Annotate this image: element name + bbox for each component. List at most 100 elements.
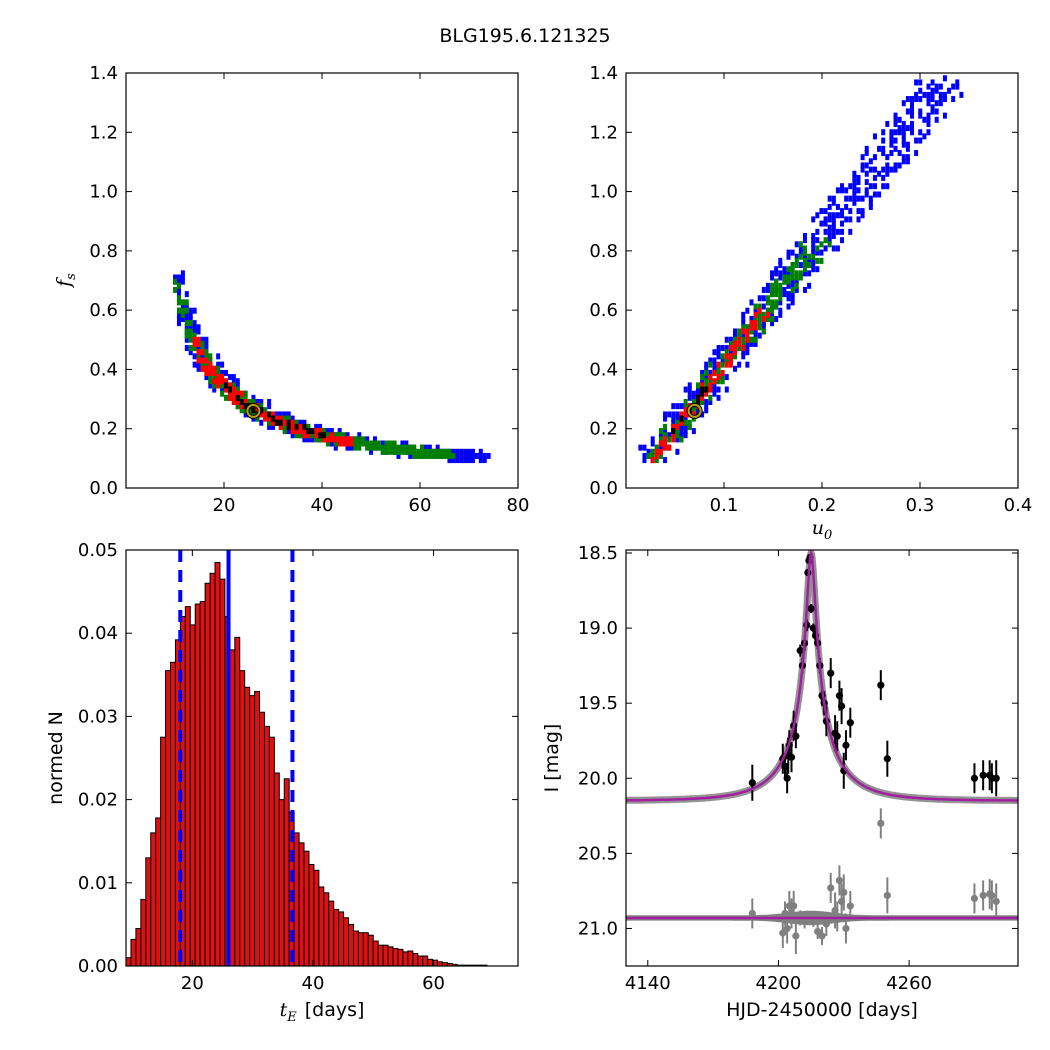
red-cell — [208, 365, 213, 372]
red-cell — [341, 436, 346, 443]
blue-cell — [650, 436, 655, 443]
blue-cell — [951, 96, 956, 103]
green-cell — [388, 448, 393, 455]
blue-cell — [885, 183, 890, 190]
residual-point — [822, 920, 830, 928]
blue-cell — [877, 170, 882, 177]
blue-cell — [478, 452, 483, 459]
green-cell — [733, 353, 738, 360]
blue-cell — [930, 108, 935, 115]
y-tick-label: 0.05 — [78, 540, 118, 561]
histogram-bar — [165, 670, 172, 967]
y-tick-label: 21.0 — [578, 918, 618, 939]
blue-cell — [807, 282, 812, 289]
green-cell — [353, 444, 358, 451]
blue-cell — [852, 183, 857, 190]
y-tick-label: 1.4 — [589, 63, 618, 84]
blue-cell — [761, 303, 766, 310]
blue-cell — [893, 129, 898, 136]
red-cell — [220, 378, 225, 385]
blue-cell — [926, 96, 931, 103]
histogram-bar — [263, 725, 270, 967]
green-cell — [757, 303, 762, 310]
residual-point — [827, 884, 835, 892]
red-cell — [765, 311, 770, 318]
blue-cell — [467, 448, 472, 455]
green-cell — [823, 237, 828, 244]
x-tick-label: 4200 — [756, 973, 802, 994]
blue-cell — [782, 270, 787, 277]
blue-cell — [835, 203, 840, 210]
blue-cell — [642, 452, 647, 459]
blue-cell — [231, 374, 236, 381]
blue-cell — [749, 299, 754, 306]
blue-cell — [905, 158, 910, 165]
blue-cell — [864, 170, 869, 177]
residual-point — [790, 902, 798, 910]
blue-cell — [180, 274, 185, 281]
red-cell — [733, 340, 738, 347]
blue-cell — [840, 187, 845, 194]
blue-cell — [427, 444, 432, 451]
y-axis-label-sub: s — [64, 273, 79, 280]
green-cell — [675, 432, 680, 439]
green-cell — [396, 444, 401, 451]
red-cell — [708, 386, 713, 393]
y-tick-label: 19.5 — [578, 693, 618, 714]
blue-cell — [220, 386, 225, 393]
green-cell — [204, 353, 209, 360]
red-cell — [745, 328, 750, 335]
green-cell — [753, 316, 758, 322]
blue-cell — [716, 386, 721, 393]
red-cell — [671, 436, 676, 443]
blue-cell — [770, 311, 775, 318]
histogram-bar — [352, 930, 359, 967]
y-tick-label: 0.03 — [78, 706, 118, 727]
green-cell — [667, 436, 672, 443]
blue-cell — [802, 270, 807, 277]
blue-cell — [827, 203, 832, 210]
blue-cell — [482, 457, 487, 464]
blue-cell — [860, 208, 865, 215]
red-cell — [337, 436, 342, 443]
green-cell — [811, 253, 816, 260]
blue-cell — [811, 233, 816, 239]
blue-cell — [835, 228, 840, 235]
lightcurve-panel: 4140 4200 4260 18.5 19.0 19.5 20.0 20.5 21.0 I [m… — [541, 543, 1019, 1021]
histogram-bar — [273, 772, 280, 967]
blue-cell — [716, 345, 721, 352]
blue-cell — [176, 286, 181, 293]
green-cell — [716, 369, 721, 376]
blue-cell — [200, 336, 205, 343]
blue-cell — [823, 228, 828, 235]
green-cell — [369, 444, 374, 451]
red-cell — [737, 340, 742, 347]
blue-cell — [720, 345, 725, 352]
red-cell — [724, 361, 729, 368]
blue-cell — [910, 112, 915, 119]
green-cell — [663, 432, 668, 439]
residual-point — [818, 932, 826, 940]
x-tick-label: 60 — [422, 973, 445, 994]
green-cell — [798, 270, 803, 277]
blue-cell — [192, 361, 197, 368]
blue-cell — [188, 316, 193, 322]
green-cell — [212, 374, 217, 381]
histogram-bar — [130, 938, 137, 967]
blue-cell — [741, 311, 746, 318]
red-cell — [671, 432, 676, 439]
residual-point — [840, 888, 848, 897]
blue-cell — [786, 295, 791, 302]
blue-cell — [910, 104, 915, 111]
green-cell — [200, 361, 205, 368]
green-cell — [318, 436, 323, 443]
green-cell — [658, 436, 663, 443]
blue-cell — [778, 311, 783, 318]
blue-cell — [184, 311, 189, 318]
blue-cell — [889, 141, 894, 148]
red-cell — [274, 415, 279, 422]
blue-cell — [955, 79, 960, 86]
green-cell — [443, 448, 448, 455]
black-cell — [695, 399, 700, 405]
green-cell — [650, 448, 655, 455]
